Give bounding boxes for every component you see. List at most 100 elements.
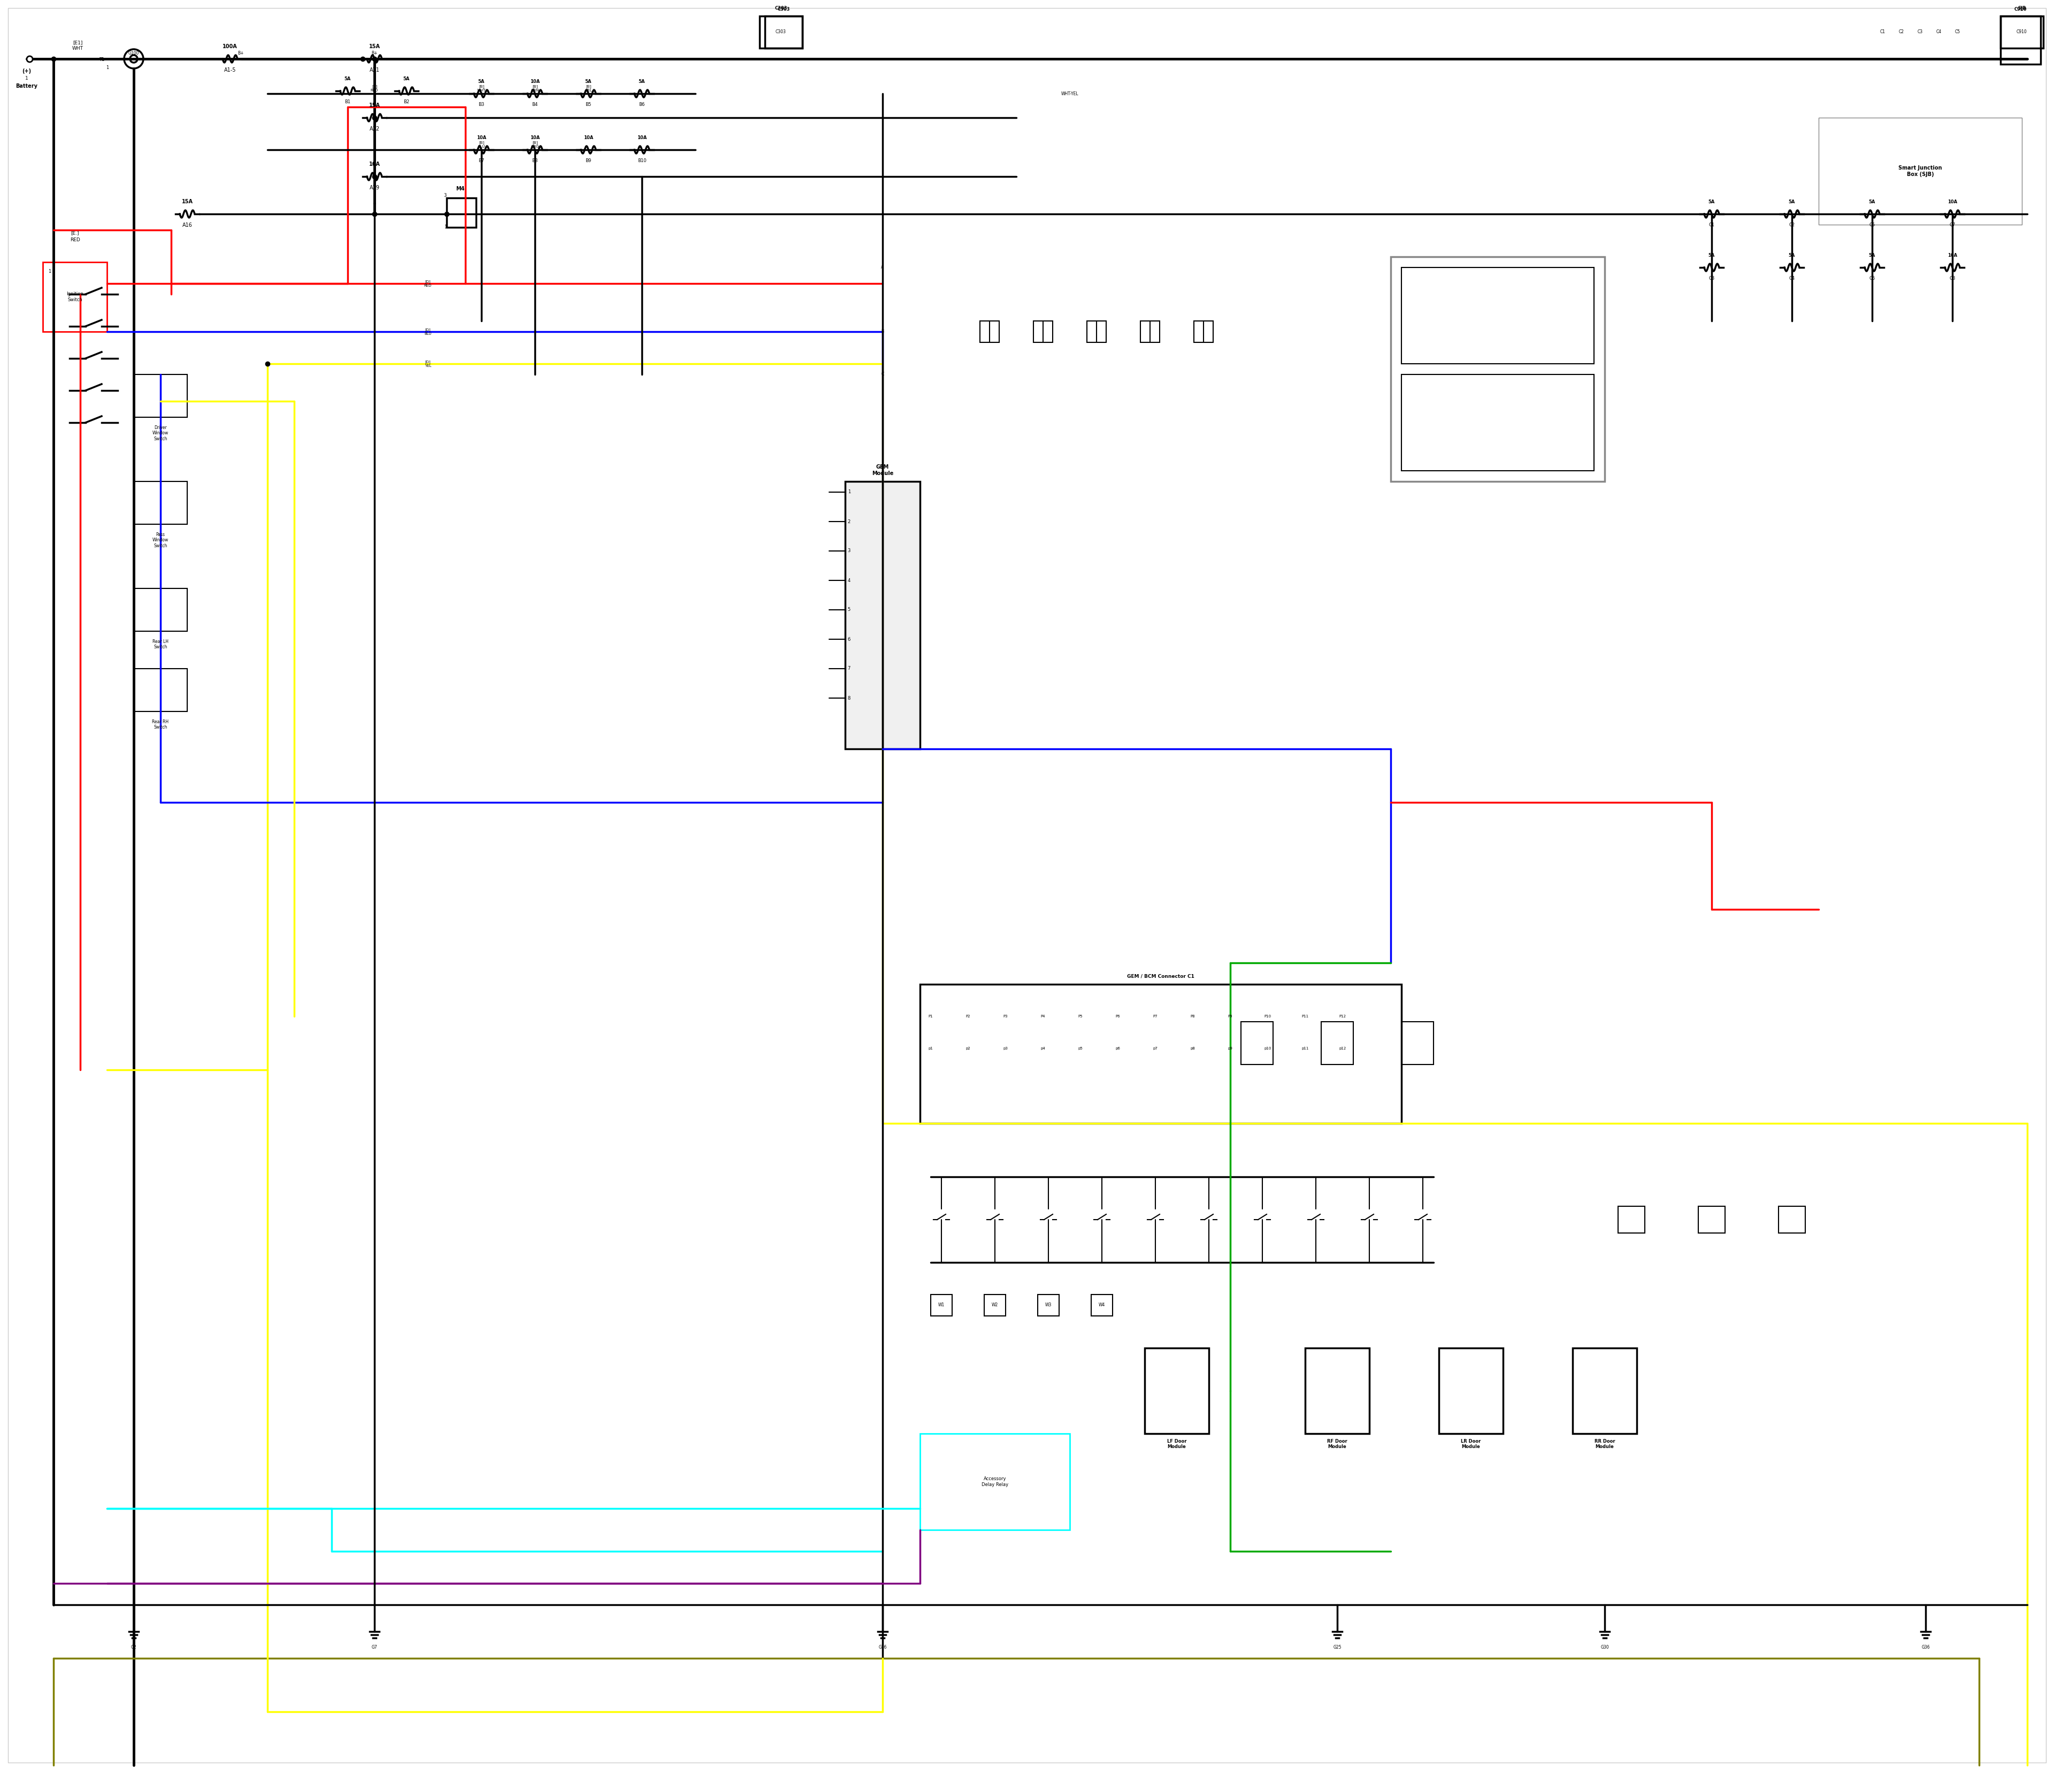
Bar [1818, 118, 2021, 224]
Text: 1: 1 [25, 75, 29, 81]
Text: P1: P1 [928, 1014, 933, 1018]
Text: 5A: 5A [1709, 199, 1715, 204]
Text: 10A: 10A [1947, 253, 1957, 258]
Text: A21: A21 [370, 68, 380, 73]
Bar [134, 375, 187, 418]
Text: 10A: 10A [370, 161, 380, 167]
Text: Accessory
Delay Relay: Accessory Delay Relay [982, 1477, 1009, 1487]
Text: P10: P10 [1263, 1014, 1271, 1018]
Text: SJB: SJB [2017, 5, 2025, 11]
Bar [1401, 375, 1594, 471]
Text: [B]
WHT: [B] WHT [477, 84, 487, 91]
Text: 5A: 5A [1789, 253, 1795, 258]
Bar [980, 321, 998, 342]
Text: P8: P8 [1191, 1014, 1195, 1018]
Text: C6: C6 [1869, 276, 1875, 281]
Text: B3: B3 [479, 102, 485, 108]
Text: C4: C4 [1937, 30, 1941, 34]
Text: B+: B+ [372, 52, 378, 56]
Text: LF Door
Module: LF Door Module [1167, 1439, 1187, 1450]
Bar [920, 984, 1401, 1124]
Text: [A]
RED: [A] RED [370, 84, 378, 91]
Text: C1: C1 [1709, 222, 1715, 228]
Text: W2: W2 [992, 1303, 998, 1308]
Text: WHT-YEL: WHT-YEL [1062, 91, 1078, 97]
Text: Rear RH
Switch: Rear RH Switch [152, 719, 168, 729]
Text: B+: B+ [238, 52, 244, 56]
Text: p4: p4 [1041, 1047, 1045, 1050]
Text: Ignition
Switch: Ignition Switch [66, 292, 84, 303]
Text: M4: M4 [456, 186, 464, 192]
Text: G36: G36 [1920, 1645, 1931, 1650]
Text: B10: B10 [637, 158, 647, 163]
Text: 4: 4 [848, 579, 850, 582]
Text: C5: C5 [1955, 30, 1960, 34]
Text: B: B [881, 330, 883, 333]
Text: 10A: 10A [530, 136, 540, 140]
Text: GEM
Module: GEM Module [871, 464, 893, 477]
Bar [760, 16, 803, 48]
Text: [D]
RED: [D] RED [423, 280, 431, 287]
Text: 10A: 10A [583, 136, 594, 140]
Text: 5A: 5A [585, 79, 592, 84]
Bar [134, 482, 187, 525]
Text: 100A: 100A [222, 43, 238, 48]
Text: Smart Junction
Box (SJB): Smart Junction Box (SJB) [1898, 165, 1943, 177]
Bar [2001, 16, 2040, 65]
Text: P2: P2 [965, 1014, 969, 1018]
Text: B8: B8 [532, 158, 538, 163]
Text: RR Door
Module: RR Door Module [1594, 1439, 1614, 1450]
Text: [B]
BLU: [B] BLU [479, 142, 485, 149]
Text: C5: C5 [1869, 222, 1875, 228]
Text: Rear LH
Switch: Rear LH Switch [152, 640, 168, 650]
Text: 5A: 5A [1869, 253, 1875, 258]
Bar [1619, 1206, 1645, 1233]
Text: P4: P4 [1041, 1014, 1045, 1018]
Bar [1401, 267, 1594, 364]
Text: C8: C8 [1949, 276, 1955, 281]
Text: B4: B4 [532, 102, 538, 108]
Text: 1: 1 [47, 269, 51, 274]
Bar [134, 588, 187, 631]
Text: W4: W4 [1099, 1303, 1105, 1308]
Text: 6: 6 [848, 636, 850, 642]
Text: p9: p9 [1228, 1047, 1232, 1050]
Text: A22: A22 [370, 125, 380, 131]
Text: C303: C303 [774, 5, 787, 11]
Bar [1440, 1348, 1504, 1434]
Bar [2001, 16, 2044, 48]
Bar [930, 1294, 953, 1315]
Text: C7: C7 [1949, 222, 1955, 228]
Text: A16: A16 [183, 222, 193, 228]
Text: 1: 1 [107, 65, 109, 70]
Text: P3: P3 [1002, 1014, 1009, 1018]
Bar [1087, 321, 1107, 342]
Text: 5A: 5A [345, 77, 351, 81]
Bar [1321, 1021, 1354, 1064]
Text: p10: p10 [1263, 1047, 1271, 1050]
Text: P5: P5 [1078, 1014, 1082, 1018]
Text: C3: C3 [1709, 276, 1715, 281]
Text: W3: W3 [1045, 1303, 1052, 1308]
Text: C3: C3 [1918, 30, 1923, 34]
Text: p3: p3 [1002, 1047, 1009, 1050]
Text: A29: A29 [370, 185, 380, 190]
Text: 5A: 5A [1869, 199, 1875, 204]
Text: [E.]: [E.] [70, 231, 78, 235]
Bar [1304, 1348, 1370, 1434]
Text: C910: C910 [2017, 30, 2027, 34]
Text: p1: p1 [928, 1047, 933, 1050]
Text: 5A: 5A [1789, 199, 1795, 204]
Text: 15A: 15A [370, 102, 380, 108]
Text: C2: C2 [1898, 30, 1904, 34]
Text: 5A: 5A [403, 77, 411, 81]
Text: G2: G2 [131, 1645, 136, 1650]
Text: Driver
Window
Switch: Driver Window Switch [152, 425, 168, 441]
Bar [1037, 1294, 1060, 1315]
Text: p11: p11 [1302, 1047, 1308, 1050]
Text: [D]
YEL: [D] YEL [425, 360, 431, 367]
Text: C2: C2 [1789, 222, 1795, 228]
Bar [1033, 321, 1052, 342]
Text: 5A: 5A [1709, 253, 1715, 258]
Text: 2: 2 [848, 520, 850, 523]
